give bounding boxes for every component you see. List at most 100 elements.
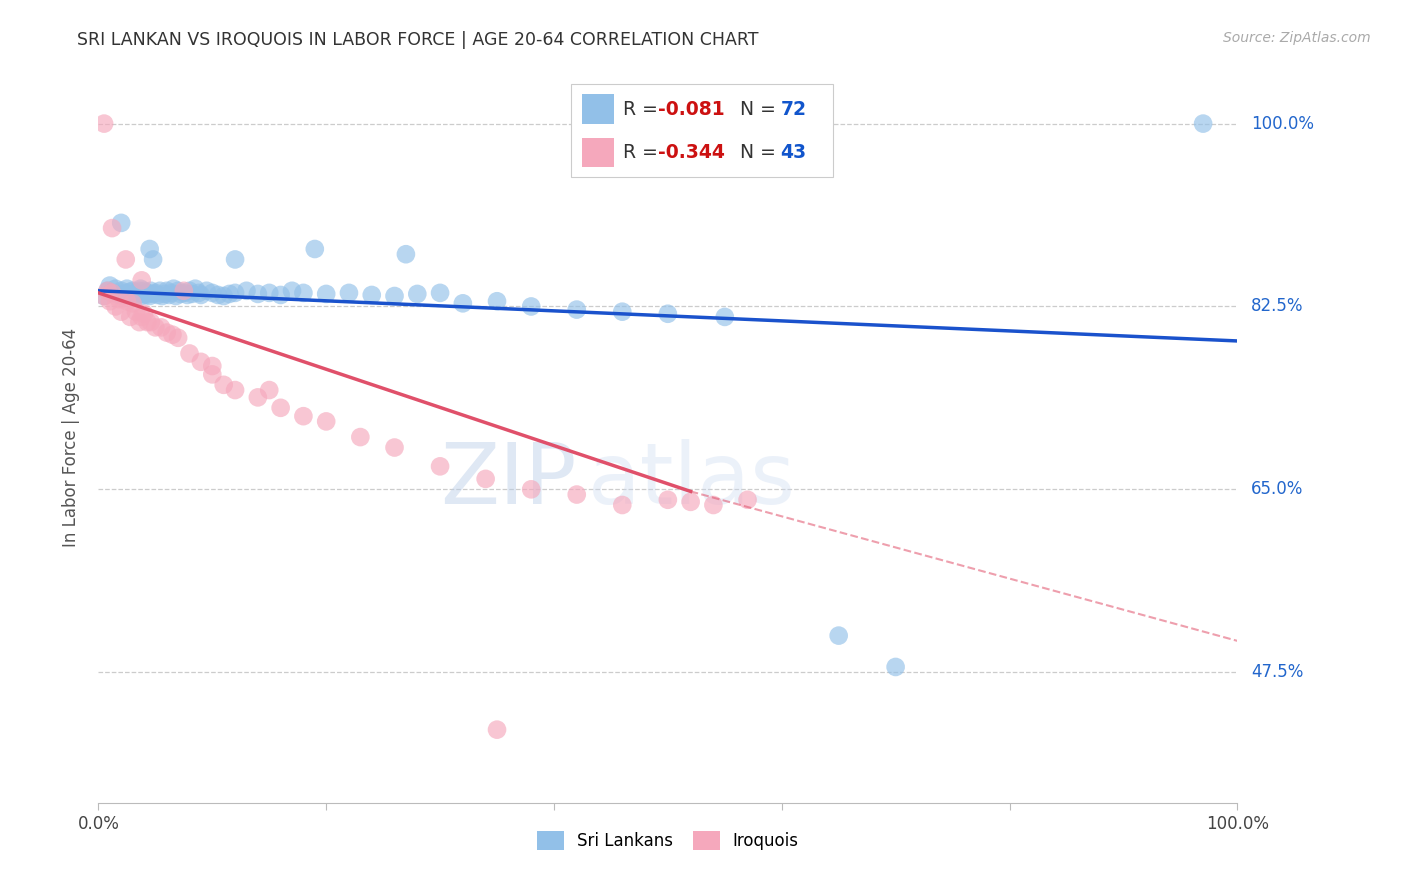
Point: [115, 294, 138, 309]
Point: [121, 296, 143, 310]
Point: [131, 289, 153, 303]
Point: [98, 294, 121, 309]
Text: 100.0%: 100.0%: [1251, 114, 1315, 133]
Point: [187, 285, 209, 300]
Point: [127, 288, 149, 302]
Point: [190, 355, 212, 369]
Point: [93, 117, 115, 131]
Text: 65.0%: 65.0%: [1251, 480, 1303, 499]
Text: 43: 43: [780, 143, 807, 161]
Point: [384, 441, 406, 455]
Text: 82.5%: 82.5%: [1251, 297, 1303, 316]
Point: [395, 247, 418, 261]
Bar: [582, 95, 614, 124]
Bar: [582, 137, 614, 167]
Point: [360, 288, 382, 302]
Point: [150, 320, 173, 334]
Legend: Sri Lankans, Iroquois: Sri Lankans, Iroquois: [530, 824, 806, 856]
Point: [128, 284, 150, 298]
Point: [138, 242, 160, 256]
Point: [315, 287, 337, 301]
Point: [108, 292, 131, 306]
Point: [612, 304, 634, 318]
Point: [150, 289, 173, 303]
Point: [179, 284, 201, 298]
Point: [120, 285, 142, 299]
Point: [139, 315, 162, 329]
Point: [520, 300, 543, 314]
Point: [679, 495, 702, 509]
Point: [180, 287, 202, 301]
Point: [884, 660, 907, 674]
Point: [486, 723, 509, 737]
Point: [101, 285, 124, 300]
Point: [828, 629, 851, 643]
Point: [384, 289, 406, 303]
Point: [96, 284, 118, 298]
Point: [108, 288, 131, 302]
Text: N =: N =: [728, 100, 782, 119]
Point: [1192, 117, 1215, 131]
Text: atlas: atlas: [588, 440, 796, 523]
Point: [224, 252, 246, 267]
Point: [145, 285, 167, 300]
Point: [128, 315, 150, 329]
Point: [162, 282, 184, 296]
Point: [121, 284, 143, 298]
Point: [201, 359, 224, 373]
Point: [169, 287, 191, 301]
FancyBboxPatch shape: [571, 84, 832, 178]
Point: [135, 288, 157, 302]
Point: [136, 285, 159, 300]
Point: [156, 284, 179, 298]
Point: [146, 288, 169, 302]
Point: [259, 285, 281, 300]
Text: -0.344: -0.344: [658, 143, 724, 161]
Point: [224, 285, 246, 300]
Point: [110, 284, 132, 298]
Point: [281, 284, 304, 298]
Point: [565, 302, 588, 317]
Y-axis label: In Labor Force | Age 20-64: In Labor Force | Age 20-64: [62, 327, 80, 547]
Point: [201, 368, 224, 382]
Point: [115, 282, 138, 296]
Point: [246, 287, 269, 301]
Point: [657, 492, 679, 507]
Point: [142, 252, 165, 267]
Point: [702, 498, 724, 512]
Point: [139, 284, 162, 298]
Point: [184, 282, 207, 296]
Point: [167, 284, 190, 298]
Point: [218, 287, 240, 301]
Text: SRI LANKAN VS IROQUOIS IN LABOR FORCE | AGE 20-64 CORRELATION CHART: SRI LANKAN VS IROQUOIS IN LABOR FORCE | …: [77, 31, 759, 49]
Point: [337, 285, 360, 300]
Point: [201, 285, 224, 300]
Point: [101, 221, 124, 235]
Point: [156, 326, 179, 340]
Text: 47.5%: 47.5%: [1251, 663, 1303, 681]
Text: Source: ZipAtlas.com: Source: ZipAtlas.com: [1223, 31, 1371, 45]
Point: [93, 289, 115, 303]
Point: [138, 289, 160, 303]
Point: [145, 320, 167, 334]
Text: ZIP: ZIP: [440, 440, 576, 523]
Point: [125, 304, 148, 318]
Point: [315, 414, 337, 428]
Point: [486, 294, 509, 309]
Point: [173, 284, 195, 298]
Point: [190, 288, 212, 302]
Point: [212, 289, 235, 303]
Point: [176, 288, 198, 302]
Point: [131, 273, 153, 287]
Point: [125, 285, 148, 300]
Point: [292, 285, 315, 300]
Point: [212, 377, 235, 392]
Point: [98, 278, 121, 293]
Point: [270, 288, 292, 302]
Point: [136, 315, 159, 329]
Point: [292, 409, 315, 424]
Point: [153, 287, 176, 301]
Point: [124, 289, 146, 303]
Point: [114, 285, 136, 300]
Text: N =: N =: [728, 143, 782, 161]
